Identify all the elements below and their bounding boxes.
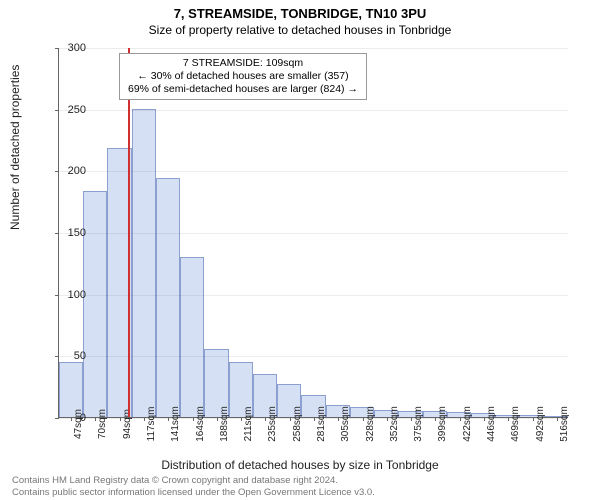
- x-tick-label: 164sqm: [195, 406, 206, 442]
- y-tick-label: 50: [74, 350, 86, 362]
- x-tick-label: 235sqm: [267, 406, 278, 442]
- y-axis-label: Number of detached properties: [8, 65, 22, 230]
- x-tick-label: 258sqm: [292, 406, 303, 442]
- x-tick-label: 305sqm: [340, 406, 351, 442]
- chart-subtitle: Size of property relative to detached ho…: [0, 21, 600, 41]
- annotation-line3: 69% of semi-detached houses are larger (…: [128, 83, 358, 96]
- y-tick-label: 300: [68, 42, 86, 54]
- footer-line2: Contains public sector information licen…: [12, 487, 375, 498]
- x-tick-label: 117sqm: [146, 407, 157, 442]
- histogram-bar: [83, 191, 107, 417]
- y-tick-label: 250: [68, 104, 86, 116]
- x-tick-label: 328sqm: [365, 406, 376, 442]
- x-tick-label: 141sqm: [170, 406, 181, 442]
- histogram-bar: [156, 178, 180, 417]
- annotation-line1: 7 STREAMSIDE: 109sqm: [128, 57, 358, 70]
- x-tick-label: 352sqm: [389, 406, 400, 442]
- annotation-line2: ← 30% of detached houses are smaller (35…: [128, 70, 358, 83]
- x-tick-label: 469sqm: [510, 406, 521, 442]
- x-tick-label: 281sqm: [316, 406, 327, 442]
- x-tick-label: 516sqm: [559, 406, 570, 442]
- x-tick-label: 375sqm: [413, 406, 424, 442]
- annotation-box: 7 STREAMSIDE: 109sqm ← 30% of detached h…: [119, 53, 367, 100]
- histogram-bar: [180, 257, 204, 417]
- y-tick-label: 100: [68, 289, 86, 301]
- histogram-bar: [132, 109, 156, 417]
- y-tick-label: 150: [68, 227, 86, 239]
- x-tick-label: 47sqm: [73, 409, 84, 439]
- x-tick-label: 492sqm: [535, 406, 546, 442]
- x-tick-label: 188sqm: [219, 406, 230, 442]
- x-tick-label: 422sqm: [462, 406, 473, 442]
- x-tick-label: 399sqm: [437, 406, 448, 442]
- plot-area: 7 STREAMSIDE: 109sqm ← 30% of detached h…: [58, 48, 568, 418]
- x-axis-label: Distribution of detached houses by size …: [0, 458, 600, 472]
- y-tick-label: 200: [68, 165, 86, 177]
- footer-attribution: Contains HM Land Registry data © Crown c…: [12, 475, 375, 498]
- footer-line1: Contains HM Land Registry data © Crown c…: [12, 475, 375, 486]
- x-tick-label: 211sqm: [243, 407, 254, 442]
- x-tick-label: 70sqm: [97, 409, 108, 439]
- x-tick-label: 446sqm: [486, 406, 497, 442]
- property-marker-line: [128, 48, 130, 417]
- chart-title: 7, STREAMSIDE, TONBRIDGE, TN10 3PU: [0, 0, 600, 21]
